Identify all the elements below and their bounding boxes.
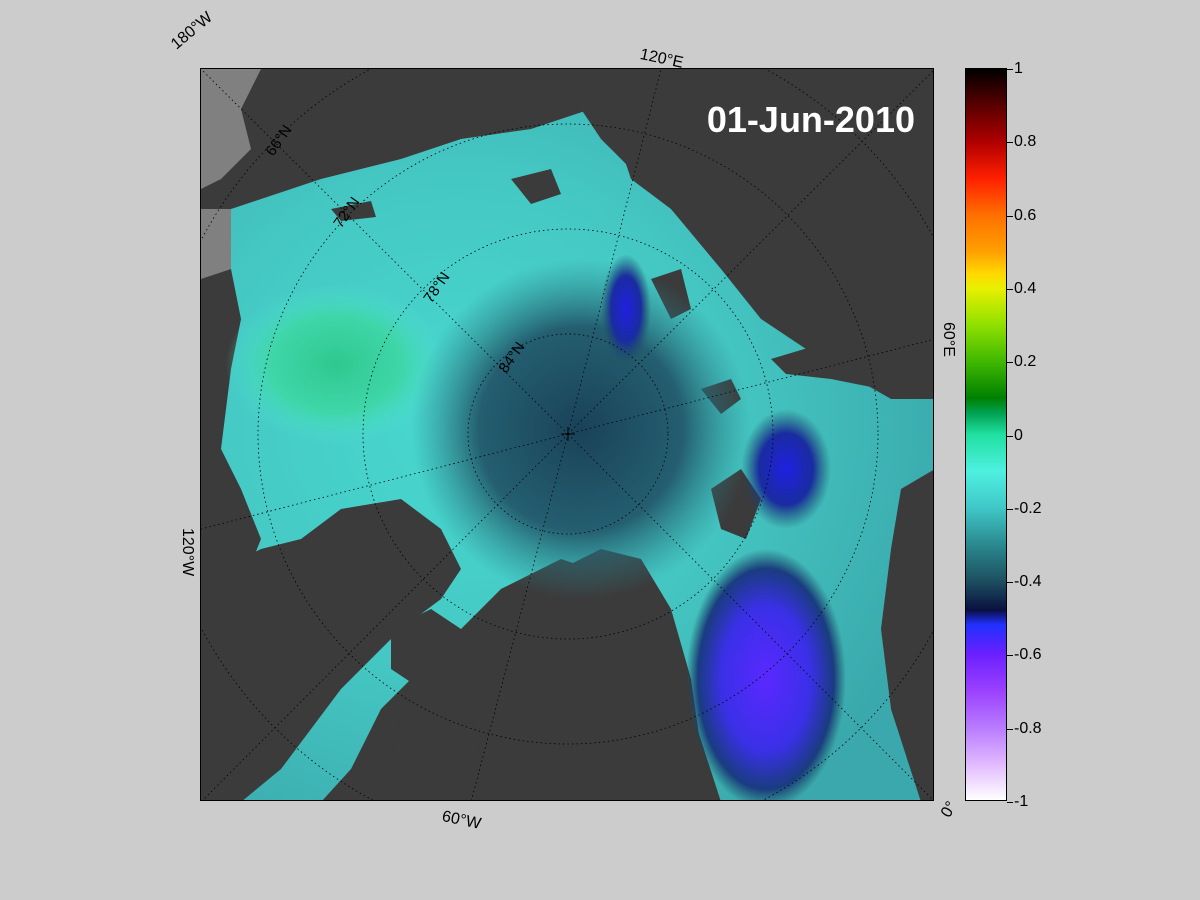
grey-land-strip: [201, 209, 231, 279]
north-pole-marker: [561, 427, 575, 441]
colorbar-tick-label: 0.8: [1014, 133, 1037, 151]
colorbar-tick-label: 0: [1014, 426, 1023, 444]
colorbar-tick-label: -0.6: [1014, 646, 1042, 664]
colorbar-tick: [1007, 435, 1013, 437]
colorbar-tick-label: -0.4: [1014, 573, 1042, 591]
colorbar-tick: [1007, 215, 1013, 217]
colorbar-tick-label: 0.2: [1014, 353, 1037, 371]
lon-label-60e: 60°E: [940, 322, 957, 357]
colorbar-tick: [1007, 802, 1013, 803]
colorbar-tick: [1007, 582, 1013, 584]
canadian-archipelago: [201, 499, 461, 800]
wrangel-island: [331, 201, 376, 221]
colorbar-tick: [1007, 142, 1013, 144]
colorbar-tick: [1007, 288, 1013, 290]
new-siberian-islands: [511, 169, 561, 204]
blue-anomaly-east: [741, 409, 831, 529]
grey-land-alaska: [201, 69, 261, 189]
map-canvas: 66°N 72°N 78°N 84°N: [201, 69, 933, 800]
colorbar-tick: [1007, 655, 1013, 657]
lon-label-180w: 180°W: [168, 9, 216, 54]
lon-label-0: 0°: [938, 798, 961, 821]
baffin-island: [391, 689, 481, 800]
polar-map: 66°N 72°N 78°N 84°N 01-Jun-2010: [200, 68, 934, 801]
colorbar-tick-label: 1: [1014, 60, 1023, 77]
graticule: [201, 69, 933, 800]
colorbar: [965, 68, 1007, 801]
greenland: [491, 549, 721, 800]
colorbar-tick-label: -1: [1014, 793, 1029, 810]
colorbar-tick: [1007, 69, 1013, 70]
colorbar-tick: [1007, 362, 1013, 364]
colorbar-tick-label: -0.8: [1014, 719, 1042, 737]
positive-anomaly-region: [226, 284, 446, 444]
lon-label-60w: 60°W: [440, 808, 483, 833]
colorbar-tick: [1007, 728, 1013, 730]
canada-islands: [391, 609, 461, 689]
lon-label-120w: 120°W: [179, 528, 196, 577]
blue-anomaly-north: [601, 254, 651, 364]
colorbar-tick-label: 0.4: [1014, 279, 1037, 297]
date-label: 01-Jun-2010: [706, 99, 915, 140]
siberia: [541, 69, 933, 389]
scandinavia: [881, 470, 933, 800]
central-arctic-anomaly: [411, 259, 751, 599]
colorbar-tick: [1007, 508, 1013, 510]
novaya-zemlya: [771, 344, 891, 389]
colorbar-tick-label: 0.6: [1014, 206, 1037, 224]
negative-anomaly-region: [686, 549, 846, 800]
colorbar-tick-label: -0.2: [1014, 499, 1042, 517]
